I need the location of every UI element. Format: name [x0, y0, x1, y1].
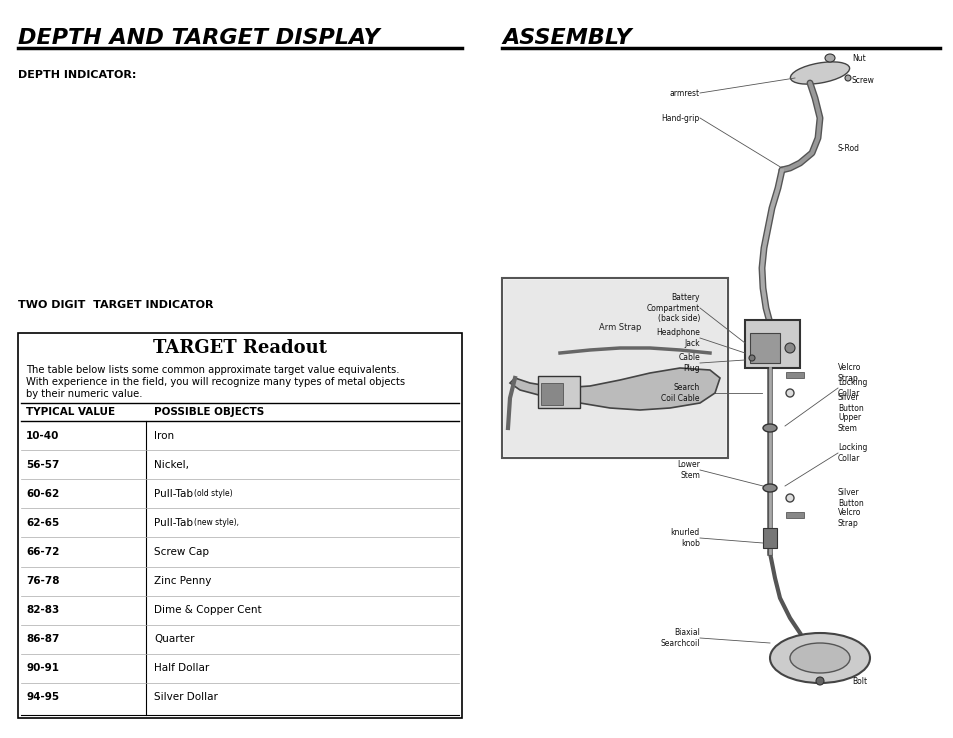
- Text: by their numeric value.: by their numeric value.: [26, 389, 142, 399]
- Text: Screw: Screw: [851, 75, 874, 84]
- Bar: [501, 278, 727, 458]
- Bar: [540, 383, 562, 405]
- Text: Velcro
Strap: Velcro Strap: [837, 508, 861, 528]
- Bar: [18, 333, 461, 718]
- Text: Dime & Copper Cent: Dime & Copper Cent: [153, 605, 261, 615]
- Text: ASSEMBLY: ASSEMBLY: [501, 28, 631, 48]
- Text: Biaxial
Searchcoil: Biaxial Searchcoil: [659, 628, 700, 648]
- Ellipse shape: [789, 643, 849, 673]
- Text: Pull-Tab: Pull-Tab: [153, 489, 196, 499]
- Text: With experience in the field, you will recognize many types of metal objects: With experience in the field, you will r…: [26, 377, 405, 387]
- Text: DEPTH INDICATOR:: DEPTH INDICATOR:: [18, 70, 136, 80]
- Ellipse shape: [785, 494, 793, 502]
- Text: 62-65: 62-65: [26, 518, 59, 528]
- Text: 82-83: 82-83: [26, 605, 59, 615]
- Text: (new style),: (new style),: [193, 518, 239, 528]
- Ellipse shape: [844, 75, 850, 81]
- Text: 86-87: 86-87: [26, 634, 59, 644]
- Text: Headphone
Jack: Headphone Jack: [656, 328, 700, 348]
- Polygon shape: [510, 368, 720, 410]
- Ellipse shape: [748, 355, 754, 361]
- Bar: [785, 512, 803, 518]
- Text: TYPICAL VALUE: TYPICAL VALUE: [26, 407, 115, 417]
- Text: The table below lists some common approximate target value equivalents.: The table below lists some common approx…: [26, 365, 399, 375]
- Ellipse shape: [762, 484, 776, 492]
- Ellipse shape: [785, 389, 793, 397]
- Ellipse shape: [762, 424, 776, 432]
- Text: POSSIBLE OBJECTS: POSSIBLE OBJECTS: [153, 407, 264, 417]
- Text: Silver
Button: Silver Button: [837, 489, 862, 508]
- Bar: [749, 333, 780, 363]
- Text: Hand-grip: Hand-grip: [661, 114, 700, 123]
- Text: Cable
Plug: Cable Plug: [678, 354, 700, 373]
- Text: Quarter: Quarter: [153, 634, 194, 644]
- Text: Iron: Iron: [153, 430, 174, 441]
- Text: 66-72: 66-72: [26, 547, 59, 557]
- Text: Upper
Stem: Upper Stem: [837, 413, 861, 432]
- Text: 56-57: 56-57: [26, 460, 59, 469]
- Text: (old style): (old style): [193, 489, 233, 498]
- Text: Search
Coil Cable: Search Coil Cable: [660, 383, 700, 403]
- Text: 60-62: 60-62: [26, 489, 59, 499]
- Ellipse shape: [815, 677, 823, 685]
- Text: Silver
Button: Silver Button: [837, 393, 862, 413]
- Text: DEPTH AND TARGET DISPLAY: DEPTH AND TARGET DISPLAY: [18, 28, 379, 48]
- Bar: [744, 320, 800, 368]
- Text: Velcro
Strap: Velcro Strap: [837, 363, 861, 383]
- Text: 90-91: 90-91: [26, 663, 59, 673]
- Bar: [537, 376, 579, 408]
- Text: TARGET Readout: TARGET Readout: [152, 339, 327, 357]
- Text: knurled
knob: knurled knob: [670, 528, 700, 548]
- Text: Bolt: Bolt: [851, 677, 866, 686]
- Bar: [503, 280, 725, 456]
- Ellipse shape: [784, 343, 794, 353]
- Text: 94-95: 94-95: [26, 692, 59, 703]
- Text: S-Rod: S-Rod: [837, 143, 859, 153]
- Text: Battery
Compartment
(back side): Battery Compartment (back side): [646, 293, 700, 323]
- Text: Zinc Penny: Zinc Penny: [153, 576, 212, 586]
- Text: Lower
Stem: Lower Stem: [677, 461, 700, 480]
- Text: Nut: Nut: [851, 53, 864, 63]
- Text: 76-78: 76-78: [26, 576, 59, 586]
- Text: Arm Strap: Arm Strap: [598, 323, 640, 332]
- Text: Locking
Collar: Locking Collar: [837, 444, 866, 463]
- Text: Locking
Collar: Locking Collar: [837, 379, 866, 398]
- Text: Half Dollar: Half Dollar: [153, 663, 209, 673]
- Bar: [785, 372, 803, 378]
- Text: Screw Cap: Screw Cap: [153, 547, 209, 557]
- Ellipse shape: [824, 54, 834, 62]
- Ellipse shape: [769, 633, 869, 683]
- Bar: [762, 528, 776, 548]
- Text: TWO DIGIT  TARGET INDICATOR: TWO DIGIT TARGET INDICATOR: [18, 300, 213, 310]
- Text: Nickel,: Nickel,: [153, 460, 189, 469]
- Ellipse shape: [790, 62, 849, 84]
- Text: armrest: armrest: [669, 89, 700, 97]
- Text: Silver Dollar: Silver Dollar: [153, 692, 217, 703]
- Text: 10-40: 10-40: [26, 430, 59, 441]
- Text: Pull-Tab: Pull-Tab: [153, 518, 196, 528]
